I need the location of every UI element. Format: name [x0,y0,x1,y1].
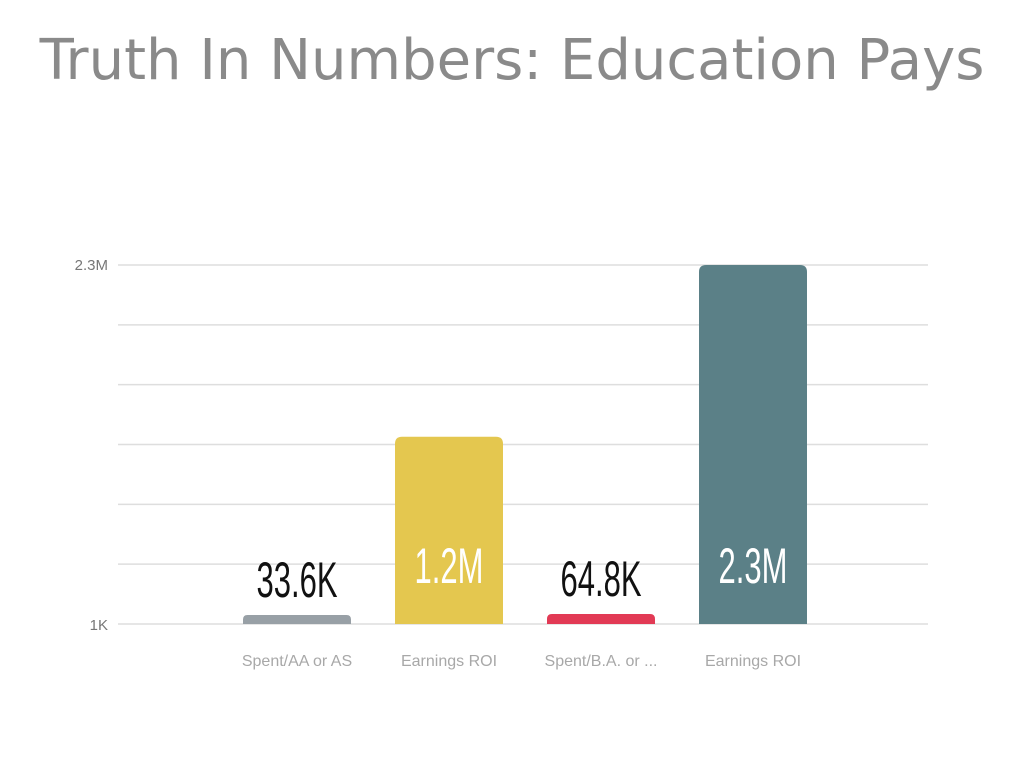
x-tick-label: Spent/AA or AS [242,653,352,670]
x-tick-label: Earnings ROI [401,653,497,670]
x-tick-label: Earnings ROI [705,653,801,670]
bar [699,265,807,624]
bar-value-label: 64.8K [561,550,642,606]
bar-value-label: 33.6K [257,551,338,607]
y-tick-label: 2.3M [75,257,108,274]
bar [547,614,655,624]
x-tick-label: Spent/B.A. or ... [545,653,658,670]
chart-title: Truth In Numbers: Education Pays [39,28,985,93]
bar [395,436,503,624]
bar-value-label: 1.2M [415,537,484,593]
bar-value-label: 2.3M [719,537,788,593]
y-tick-label: 1K [90,617,108,634]
bar [243,615,351,624]
